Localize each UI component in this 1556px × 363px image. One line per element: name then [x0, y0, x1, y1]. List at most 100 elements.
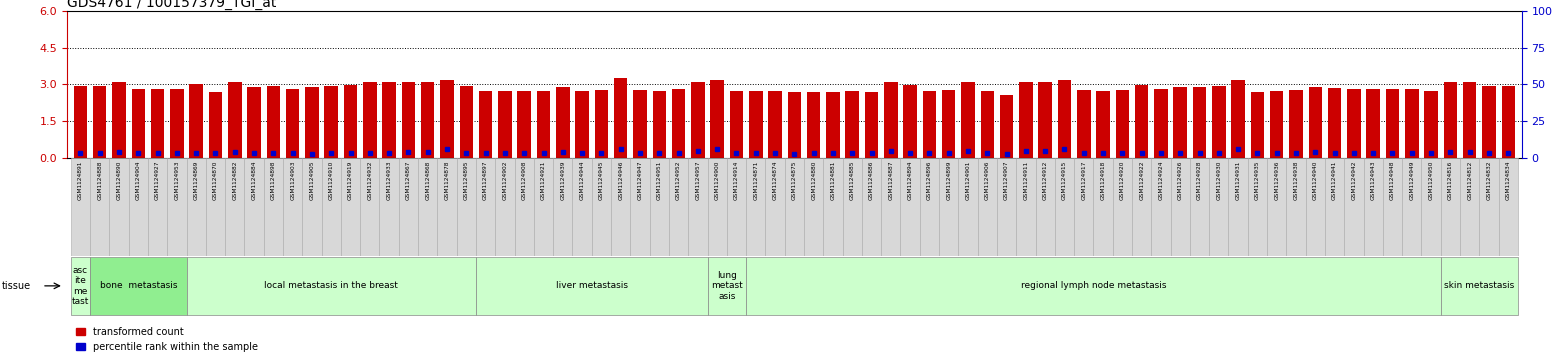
FancyBboxPatch shape: [901, 158, 920, 256]
FancyBboxPatch shape: [1074, 158, 1094, 256]
Bar: [1001, 95, 1013, 158]
Text: GSM1124932: GSM1124932: [367, 161, 372, 200]
FancyBboxPatch shape: [322, 158, 341, 256]
FancyBboxPatch shape: [1094, 158, 1113, 256]
Text: GSM1124886: GSM1124886: [868, 161, 874, 200]
Text: GSM1124900: GSM1124900: [714, 161, 720, 200]
FancyBboxPatch shape: [997, 158, 1016, 256]
Bar: [1212, 86, 1226, 158]
FancyBboxPatch shape: [1133, 158, 1151, 256]
Text: bone  metastasis: bone metastasis: [100, 281, 177, 290]
FancyBboxPatch shape: [456, 158, 476, 256]
Bar: [615, 78, 627, 158]
Bar: [1077, 90, 1091, 158]
Text: GSM1124933: GSM1124933: [386, 161, 392, 200]
Bar: [884, 82, 898, 158]
FancyBboxPatch shape: [1326, 158, 1344, 256]
FancyBboxPatch shape: [90, 158, 109, 256]
Text: GSM1124897: GSM1124897: [482, 161, 489, 200]
Text: GSM1124939: GSM1124939: [560, 161, 565, 200]
Bar: [711, 80, 724, 158]
Text: GSM1124926: GSM1124926: [1178, 161, 1183, 200]
FancyBboxPatch shape: [1055, 158, 1074, 256]
Bar: [1290, 90, 1302, 158]
Bar: [1327, 88, 1341, 158]
Bar: [1386, 89, 1399, 158]
Bar: [479, 90, 492, 158]
FancyBboxPatch shape: [1248, 158, 1267, 256]
Bar: [325, 86, 338, 158]
FancyBboxPatch shape: [1441, 158, 1460, 256]
Text: GSM1124924: GSM1124924: [1159, 161, 1164, 200]
FancyBboxPatch shape: [1498, 158, 1519, 256]
Text: GSM1124919: GSM1124919: [349, 161, 353, 200]
FancyBboxPatch shape: [881, 158, 901, 256]
FancyBboxPatch shape: [804, 158, 823, 256]
Bar: [229, 82, 241, 158]
Text: GSM1124896: GSM1124896: [927, 161, 932, 200]
Text: GSM1124945: GSM1124945: [599, 161, 604, 200]
FancyBboxPatch shape: [302, 158, 322, 256]
FancyBboxPatch shape: [1229, 158, 1248, 256]
FancyBboxPatch shape: [591, 158, 612, 256]
Text: lung
metast
asis: lung metast asis: [711, 271, 742, 301]
Bar: [962, 82, 974, 158]
Text: GSM1124921: GSM1124921: [541, 161, 546, 200]
FancyBboxPatch shape: [612, 158, 630, 256]
FancyBboxPatch shape: [1383, 158, 1402, 256]
Bar: [845, 91, 859, 158]
FancyBboxPatch shape: [843, 158, 862, 256]
Text: GSM1124812: GSM1124812: [1467, 161, 1472, 200]
Text: GSM1124938: GSM1124938: [1293, 161, 1299, 200]
Text: GSM1124904: GSM1124904: [135, 161, 140, 200]
FancyBboxPatch shape: [745, 257, 1441, 315]
Text: GSM1124885: GSM1124885: [850, 161, 854, 200]
FancyBboxPatch shape: [977, 158, 997, 256]
FancyBboxPatch shape: [1422, 158, 1441, 256]
Text: GSM1124951: GSM1124951: [657, 161, 661, 200]
Text: GSM1124891: GSM1124891: [78, 161, 82, 200]
Bar: [865, 92, 878, 158]
Bar: [247, 87, 261, 158]
Bar: [1193, 87, 1206, 158]
Text: GSM1124816: GSM1124816: [1449, 161, 1453, 200]
Text: GSM1124880: GSM1124880: [811, 161, 817, 200]
FancyBboxPatch shape: [90, 257, 187, 315]
Bar: [923, 91, 937, 158]
FancyBboxPatch shape: [263, 158, 283, 256]
Text: GSM1124931: GSM1124931: [1235, 161, 1240, 200]
Text: GSM1124952: GSM1124952: [675, 161, 682, 200]
Bar: [904, 85, 916, 158]
FancyBboxPatch shape: [380, 158, 398, 256]
Text: skin metastasis: skin metastasis: [1444, 281, 1514, 290]
Text: GSM1124920: GSM1124920: [1120, 161, 1125, 200]
Bar: [170, 89, 184, 158]
Bar: [73, 86, 87, 158]
Bar: [691, 82, 705, 158]
Bar: [730, 91, 744, 158]
FancyBboxPatch shape: [958, 158, 977, 256]
FancyBboxPatch shape: [708, 257, 745, 315]
FancyBboxPatch shape: [1287, 158, 1305, 256]
FancyBboxPatch shape: [534, 158, 552, 256]
Bar: [787, 93, 801, 158]
Text: GSM1124947: GSM1124947: [638, 161, 643, 200]
Bar: [537, 90, 551, 158]
Text: GSM1124935: GSM1124935: [1256, 161, 1260, 200]
Text: GSM1124948: GSM1124948: [1390, 161, 1396, 200]
Text: GSM1124953: GSM1124953: [174, 161, 179, 200]
Bar: [93, 86, 106, 158]
Text: GSM1124918: GSM1124918: [1100, 161, 1106, 200]
Bar: [769, 91, 781, 158]
Bar: [1444, 82, 1456, 158]
FancyBboxPatch shape: [823, 158, 843, 256]
FancyBboxPatch shape: [398, 158, 419, 256]
Text: GSM1124888: GSM1124888: [96, 161, 103, 200]
FancyBboxPatch shape: [940, 158, 958, 256]
FancyBboxPatch shape: [1209, 158, 1229, 256]
FancyBboxPatch shape: [552, 158, 573, 256]
FancyBboxPatch shape: [766, 158, 784, 256]
Bar: [190, 85, 202, 158]
Bar: [941, 90, 955, 158]
FancyBboxPatch shape: [476, 257, 708, 315]
